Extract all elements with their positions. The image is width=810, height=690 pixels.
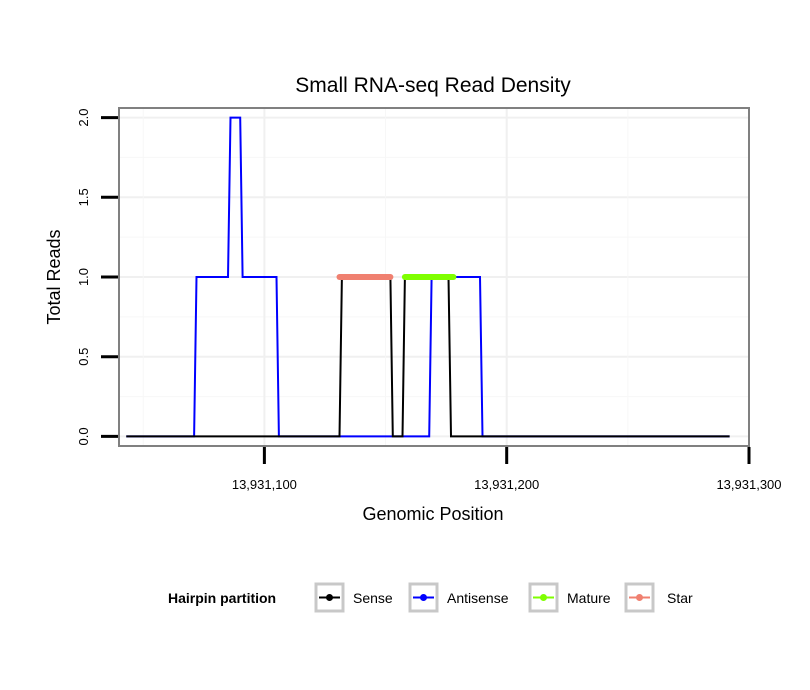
y-axis: 0.0 0.5 1.0 1.5 2.0 xyxy=(76,109,118,445)
series-layer xyxy=(126,116,730,438)
legend-items: Sense Antisense Mature Star xyxy=(314,582,693,613)
series-line-antisense xyxy=(126,116,730,438)
legend-key-dot xyxy=(636,594,643,601)
legend: Hairpin partition Sense Antisense Mature St… xyxy=(168,582,693,613)
legend-item-mature: Mature xyxy=(528,582,611,613)
x-tick-label: 13,931,100 xyxy=(232,477,297,492)
legend-item-star: Star xyxy=(624,582,693,613)
y-tick-label: 1.5 xyxy=(76,188,91,206)
y-tick-label: 1.0 xyxy=(76,268,91,286)
y-axis-label: Total Reads xyxy=(44,229,64,324)
legend-key-dot xyxy=(540,594,547,601)
y-tick-label: 0.5 xyxy=(76,348,91,366)
legend-title: Hairpin partition xyxy=(168,590,276,606)
chart-title: Small RNA-seq Read Density xyxy=(295,74,571,97)
plot-border xyxy=(118,107,750,447)
y-tick-label: 2.0 xyxy=(76,109,91,127)
x-tick-label: 13,931,300 xyxy=(716,477,781,492)
legend-item-sense: Sense xyxy=(314,582,393,613)
legend-key-dot xyxy=(326,594,333,601)
legend-label-star: Star xyxy=(667,590,693,606)
x-tick-label: 13,931,200 xyxy=(474,477,539,492)
legend-key-dot xyxy=(420,594,427,601)
legend-label-antisense: Antisense xyxy=(447,590,509,606)
legend-label-mature: Mature xyxy=(567,590,611,606)
x-axis-label: Genomic Position xyxy=(362,504,503,524)
legend-label-sense: Sense xyxy=(353,590,393,606)
y-tick-label: 0.0 xyxy=(76,427,91,445)
x-axis: 13,931,100 13,931,200 13,931,300 xyxy=(232,447,782,492)
legend-item-antisense: Antisense xyxy=(408,582,509,613)
series-line-sense xyxy=(126,276,730,438)
